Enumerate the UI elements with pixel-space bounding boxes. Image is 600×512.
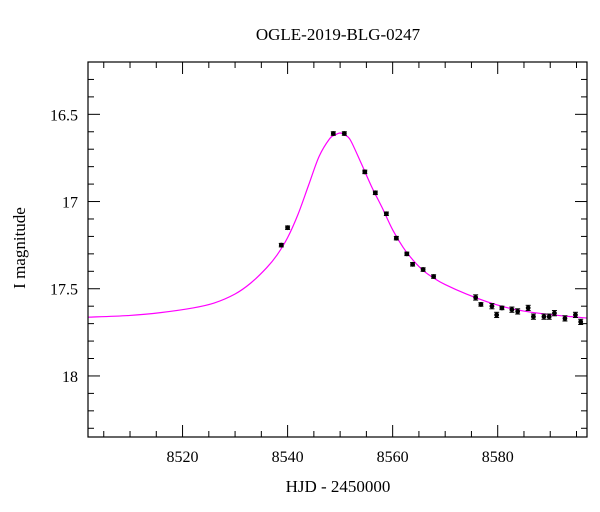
data-point: [572, 311, 578, 319]
data-points: [278, 131, 584, 325]
data-point: [341, 131, 347, 136]
data-point: [478, 302, 484, 307]
point-marker: [404, 251, 410, 257]
data-point: [410, 261, 416, 267]
plot-frame: [87, 61, 588, 438]
x-axis-label: HJD - 2450000: [286, 477, 391, 496]
axis-ticks: [88, 62, 587, 437]
y-tick-label: 17: [62, 195, 78, 212]
point-marker: [478, 302, 484, 307]
data-point: [285, 225, 291, 231]
data-point: [551, 310, 557, 317]
point-marker: [341, 131, 347, 136]
point-marker: [525, 305, 531, 311]
point-marker: [420, 267, 426, 272]
point-marker: [393, 235, 399, 241]
point-marker: [562, 315, 568, 321]
data-point: [393, 235, 399, 241]
data-point: [494, 311, 500, 319]
point-marker: [552, 310, 557, 316]
point-marker: [431, 274, 437, 279]
point-marker: [278, 242, 284, 248]
x-tick-label: 8580: [482, 449, 514, 466]
chart-title: OGLE-2019-BLG-0247: [256, 25, 421, 44]
data-point: [372, 190, 378, 196]
data-point: [362, 169, 368, 175]
point-marker: [473, 295, 479, 300]
point-marker: [372, 190, 378, 196]
point-marker: [541, 314, 547, 320]
data-point: [473, 294, 479, 301]
x-tick-label: 8560: [377, 449, 409, 466]
point-marker: [499, 305, 505, 311]
model-curve: [87, 132, 588, 319]
point-marker: [546, 314, 552, 320]
data-point: [489, 303, 495, 310]
x-tick-label: 8540: [272, 449, 304, 466]
point-marker: [410, 261, 416, 267]
point-marker: [330, 131, 336, 136]
data-point: [546, 313, 552, 320]
data-point: [420, 267, 426, 272]
point-marker: [515, 309, 521, 314]
y-tick-label: 16.5: [50, 107, 78, 124]
data-point: [541, 313, 547, 320]
data-point: [530, 313, 536, 320]
y-tick-label: 18: [62, 369, 78, 386]
point-marker: [285, 225, 290, 231]
data-point: [383, 211, 389, 217]
data-point: [525, 304, 531, 312]
y-axis-label: I magnitude: [10, 207, 29, 289]
data-point: [509, 306, 515, 313]
point-marker: [578, 319, 584, 325]
point-marker: [509, 307, 515, 313]
x-tick-label: 8520: [167, 449, 199, 466]
data-point: [499, 305, 505, 311]
data-point: [562, 315, 568, 322]
point-marker: [362, 169, 368, 175]
data-point: [515, 308, 521, 315]
point-marker: [531, 314, 536, 320]
data-point: [578, 318, 584, 325]
data-point: [278, 242, 284, 248]
data-point: [431, 274, 437, 279]
point-marker: [494, 312, 500, 318]
tick-labels: 8520 8540 8560 8580 16.5 17 17.5 18: [50, 107, 514, 466]
point-marker: [383, 211, 389, 217]
data-point: [404, 251, 410, 257]
data-point: [330, 131, 336, 136]
y-tick-label: 17.5: [50, 282, 78, 299]
point-marker: [573, 312, 578, 318]
point-marker: [489, 303, 495, 309]
